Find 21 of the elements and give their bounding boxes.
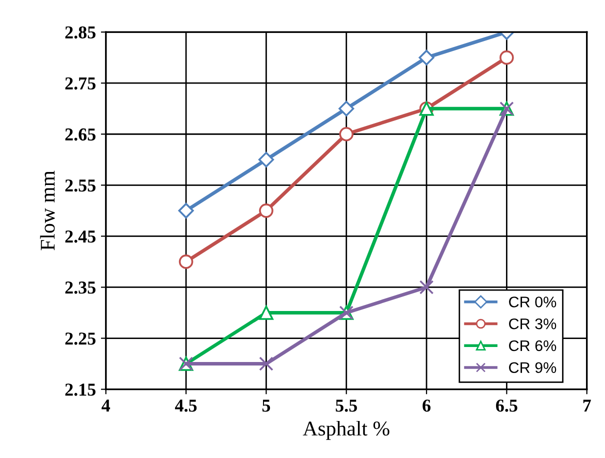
y-tick-label: 2.55 [65,179,96,192]
x-tick-label: 6 [422,400,431,412]
x-tick-label: 7 [583,400,591,412]
legend-label: CR 9% [509,362,556,374]
x-tick-label: 4.5 [175,400,197,412]
x-tick-label: 4 [102,400,110,412]
y-tick-label: 2.85 [65,26,96,39]
x-axis-title: Asphalt % [302,420,390,440]
y-tick-label: 2.35 [65,282,96,294]
y-tick-label: 2.65 [65,128,96,141]
x-tick-label: 5 [262,400,270,412]
y-tick-label: 2.15 [65,384,96,396]
y-axis-title: Flow mm [40,170,55,250]
y-tick-label: 2.45 [65,230,96,243]
legend-label: CR 6% [509,340,556,352]
y-tick-label: 2.25 [65,332,96,345]
legend-label: CR 3% [509,318,556,330]
x-tick-label: 6.5 [496,400,518,412]
y-tick-label: 2.75 [65,77,96,90]
x-tick-label: 5.5 [336,400,357,412]
legend-label: CR 0% [509,296,556,308]
